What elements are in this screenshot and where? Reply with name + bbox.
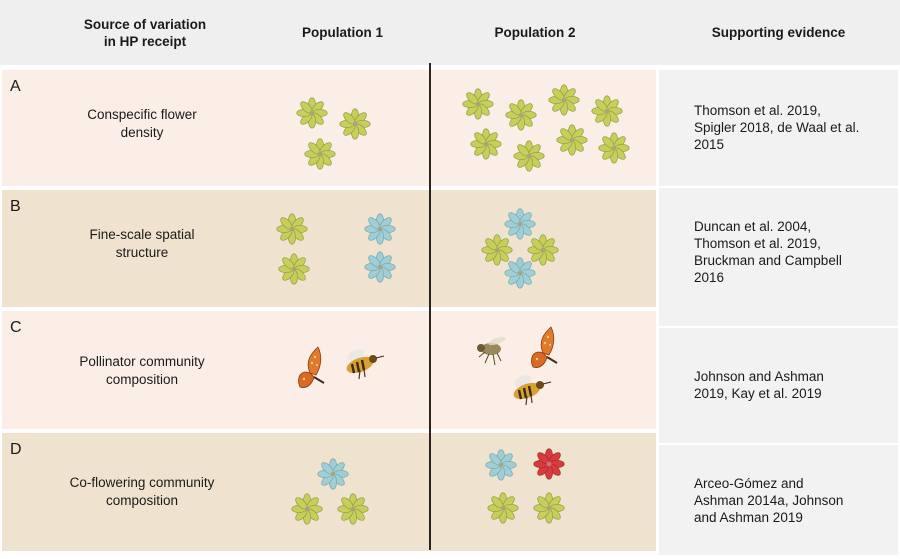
evidence-line: Johnson and Ashman [694, 369, 824, 384]
population-2-flowers [472, 200, 582, 300]
evidence-line: and Ashman 2019 [694, 510, 803, 525]
row-b: B Fine-scale spatial structure [2, 190, 656, 307]
row-label-line1: Fine-scale spatial [89, 227, 195, 242]
row-a: A Conspecific flower density [2, 70, 656, 186]
row-label: Co-flowering community composition [42, 474, 242, 510]
evidence-cell-c: Johnson and Ashman 2019, Kay et al. 2019 [659, 328, 898, 443]
evidence-line: 2016 [694, 270, 725, 285]
row-label-line2: composition [105, 493, 179, 508]
row-label: Conspecific flower density [42, 106, 242, 142]
evidence-text: Johnson and Ashman 2019, Kay et al. 2019 [694, 368, 894, 402]
row-letter: A [10, 78, 21, 95]
row-label-line2: structure [115, 245, 169, 260]
population-1-pollinators [297, 345, 386, 389]
bee-icon [510, 371, 553, 407]
evidence-line: Arceo-Gómez and [694, 476, 804, 491]
evidence-line: 2019, Kay et al. 2019 [694, 386, 822, 401]
population-divider [429, 63, 431, 550]
table-header: Source of variation in HP receipt Populat… [0, 0, 900, 65]
header-source-line1: Source of variation [83, 16, 207, 32]
population-1-flowers [282, 448, 392, 538]
population-1-flowers [262, 205, 412, 295]
population-2-flowers [472, 443, 582, 543]
row-label: Fine-scale spatial structure [42, 226, 242, 262]
row-label-line2: density [120, 125, 164, 140]
bee-icon [343, 345, 386, 381]
evidence-line: Duncan et al. 2004, [694, 219, 812, 234]
row-label-line2: composition [105, 372, 179, 387]
butterfly-icon [297, 346, 325, 389]
evidence-cell-b: Duncan et al. 2004, Thomson et al. 2019,… [659, 188, 898, 326]
header-source-line2: in HP receipt [103, 33, 187, 49]
evidence-line: Thomson et al. 2019, [694, 103, 821, 118]
evidence-text: Thomson et al. 2019, Spigler 2018, de Wa… [694, 102, 894, 153]
row-letter: C [10, 319, 22, 336]
header-population-2: Population 2 [494, 25, 576, 40]
header-source-of-variation: Source of variation in HP receipt [0, 0, 290, 65]
row-c: C Pollinator community composition [2, 311, 656, 429]
evidence-cell-a: Thomson et al. 2019, Spigler 2018, de Wa… [659, 70, 898, 186]
evidence-cell-d: Arceo-Gómez and Ashman 2014a, Johnson an… [659, 445, 898, 555]
row-label-line1: Conspecific flower [87, 107, 197, 122]
population-2-flowers [447, 80, 637, 180]
header-supporting-evidence: Supporting evidence [711, 25, 846, 40]
row-d: D Co-flowering community composition [2, 433, 656, 551]
population-1-flowers [282, 85, 382, 175]
row-letter: D [10, 441, 22, 458]
population-2-pollinators [476, 326, 558, 407]
evidence-text: Duncan et al. 2004, Thomson et al. 2019,… [694, 218, 894, 286]
butterfly-icon [530, 326, 558, 369]
evidence-line: 2015 [694, 137, 725, 152]
evidence-line: Ashman 2014a, Johnson [694, 493, 844, 508]
evidence-line: Spigler 2018, de Waal et al. [694, 120, 860, 135]
evidence-line: Bruckman and Campbell [694, 253, 842, 268]
evidence-text: Arceo-Gómez and Ashman 2014a, Johnson an… [694, 475, 894, 526]
header-population-1: Population 1 [302, 25, 383, 40]
row-label-line1: Co-flowering community [69, 475, 215, 490]
row-label-line1: Pollinator community [79, 354, 205, 369]
row-label: Pollinator community composition [42, 353, 242, 389]
row-letter: B [10, 198, 21, 215]
evidence-line: Thomson et al. 2019, [694, 236, 821, 251]
fly-icon [476, 334, 507, 366]
